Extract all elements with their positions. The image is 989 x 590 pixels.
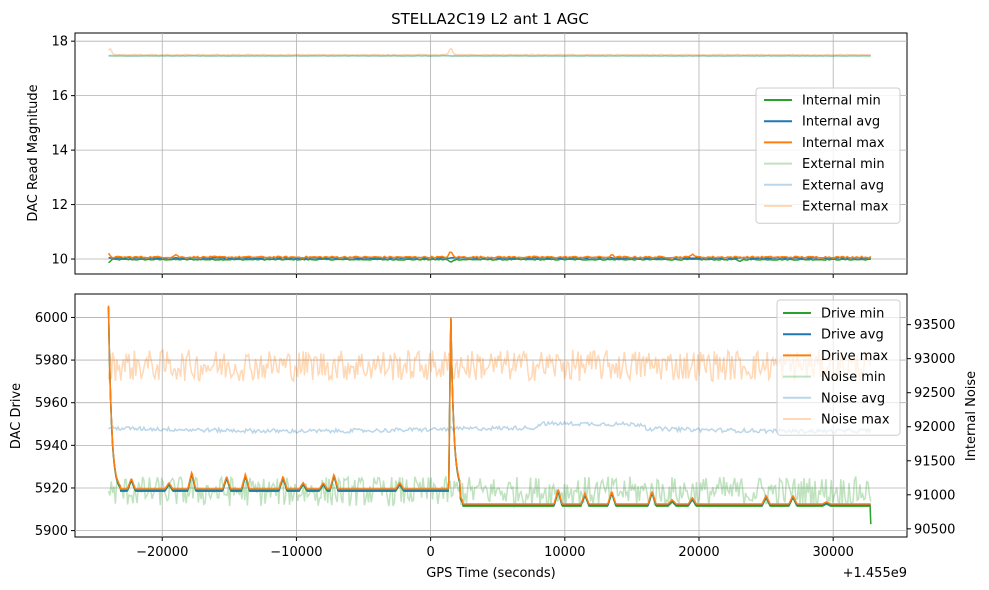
bottom-legend-label: Noise avg (821, 391, 885, 406)
bottom-legend-label: Drive max (821, 349, 888, 364)
chart-title: STELLA2C19 L2 ant 1 AGC (391, 10, 589, 28)
top-y-tick-label: 12 (51, 198, 68, 213)
top-y-tick-label: 10 (51, 253, 68, 268)
top-series-line (107, 251, 872, 259)
bottom-y2-tick-label: 90500 (914, 522, 955, 537)
bottom-drive-line (107, 307, 872, 525)
bottom-legend-label: Noise min (821, 370, 886, 385)
top-legend-label: External max (802, 200, 889, 215)
x-axis-offset-label: +1.455e9 (843, 566, 907, 581)
top-y-tick-label: 18 (51, 35, 68, 50)
top-legend-label: Internal min (802, 94, 881, 109)
x-axis-label: GPS Time (seconds) (426, 566, 556, 581)
top-legend-label: Internal max (802, 136, 885, 151)
bottom-y-tick-label: 5960 (35, 396, 68, 411)
top-y-tick-label: 14 (51, 144, 68, 159)
top-series-line (108, 54, 871, 57)
bottom-y2-tick-label: 93000 (914, 352, 955, 367)
bottom-y-tick-label: 5900 (35, 524, 68, 539)
top-series-line (108, 258, 871, 264)
top-legend-label: Internal avg (802, 115, 880, 130)
bottom-plot-frame (74, 293, 908, 538)
bottom-y-tick-label: 5920 (35, 481, 68, 496)
bottom-drive-line (107, 306, 871, 506)
bottom-y2-tick-label: 92000 (914, 420, 955, 435)
bottom-x-tick-label: 30000 (813, 545, 854, 560)
bottom-x-tick-label: −20000 (136, 545, 188, 560)
top-legend: Internal min Internal avg Internal max Exte… (755, 87, 901, 224)
bottom-legend-label: Drive avg (821, 328, 884, 343)
bottom-y2-tick-label: 91500 (914, 454, 955, 469)
top-series-line (108, 47, 871, 57)
top-x-ticks (161, 274, 834, 278)
top-y-ticks: 10 12 14 16 18 (51, 35, 75, 268)
bottom-y-axis-label: DAC Drive (9, 383, 24, 449)
bottom-y-tick-label: 5940 (35, 439, 68, 454)
bottom-y2-ticks: 90500 91000 91500 92000 92500 93000 93500 (907, 318, 955, 537)
bottom-noise-line (108, 420, 872, 435)
bottom-legend-label: Drive min (821, 307, 884, 322)
top-series-line (108, 55, 871, 58)
bottom-noise-line (107, 348, 872, 383)
bottom-x-tick-label: 10000 (544, 545, 585, 560)
bottom-y2-axis-label: Internal Noise (964, 371, 979, 461)
top-y-axis-label: DAC Read Magnitude (26, 84, 41, 221)
bottom-series-group (107, 305, 872, 525)
bottom-y2-tick-label: 91000 (914, 488, 955, 503)
top-series-group (107, 47, 872, 264)
top-y-tick-label: 16 (51, 89, 68, 104)
top-legend-label: External avg (802, 178, 884, 193)
bottom-y-tick-label: 5980 (35, 354, 68, 369)
bottom-x-tick-label: 20000 (678, 545, 719, 560)
bottom-legend-label: Noise max (821, 413, 890, 428)
bottom-y2-tick-label: 92500 (914, 386, 955, 401)
top-plot-frame (74, 32, 908, 275)
bottom-x-tick-label: −10000 (270, 545, 322, 560)
bottom-x-ticks: −20000 −10000 0 10000 20000 30000 (136, 537, 854, 560)
bottom-y-ticks: 5900 5920 5940 5960 5980 6000 (35, 311, 75, 539)
top-legend-label: External min (802, 157, 885, 172)
bottom-x-tick-label: 0 (426, 545, 434, 560)
bottom-y2-tick-label: 93500 (914, 318, 955, 333)
bottom-legend: Drive min Drive avg Drive max Noise min Nois… (776, 299, 901, 436)
bottom-drive-line (107, 305, 871, 505)
bottom-y-tick-label: 6000 (35, 311, 68, 326)
